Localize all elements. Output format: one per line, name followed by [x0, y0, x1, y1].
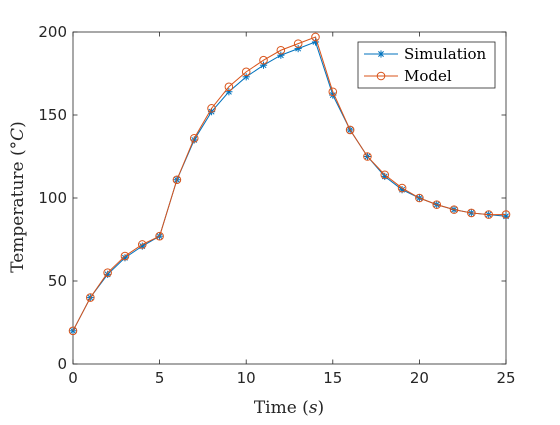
series-model: [68, 32, 511, 336]
y-tick-label: 100: [38, 189, 67, 207]
data-point-simulation: [259, 61, 268, 69]
legend-label-simulation: Simulation: [404, 45, 487, 63]
legend: Simulation Model: [357, 41, 496, 89]
data-point-model: [501, 210, 511, 219]
data-point-model: [241, 67, 251, 77]
legend-label-model: Model: [404, 67, 452, 85]
data-point-model: [68, 326, 78, 336]
data-point-model: [484, 210, 493, 219]
y-axis: 0 50 100 150 200: [38, 23, 506, 373]
y-tick-label: 200: [38, 23, 67, 41]
data-point-model: [467, 208, 476, 218]
y-tick-label: 150: [38, 106, 67, 124]
y-axis-label: Temperature (°C): [8, 121, 28, 273]
series-layer: [68, 32, 511, 336]
data-point-model: [103, 268, 112, 278]
x-tick-label: 20: [410, 369, 429, 387]
x-tick-label: 0: [68, 369, 78, 387]
data-point-model: [345, 125, 355, 135]
data-point-model: [328, 87, 338, 97]
data-point-model: [189, 133, 199, 143]
legend-marker-model: [376, 71, 386, 81]
data-point-model: [432, 200, 442, 209]
data-point-model: [120, 251, 130, 261]
x-tick-label: 15: [323, 369, 342, 387]
data-point-model: [415, 193, 424, 203]
legend-marker-symbol: [377, 50, 385, 58]
y-tick-label: 0: [57, 355, 67, 373]
x-tick-label: 5: [155, 369, 165, 387]
data-point-model: [276, 45, 286, 55]
data-point-model: [311, 32, 320, 42]
data-point-model: [449, 205, 459, 214]
data-point-model: [224, 82, 234, 92]
legend-marker-symbol: [376, 71, 386, 81]
x-axis-label: Time (s): [254, 398, 324, 418]
data-point-model: [137, 240, 147, 249]
x-axis: 0 5 10 15 20 25: [68, 32, 516, 387]
data-point-model: [259, 55, 268, 65]
y-tick-label: 50: [48, 272, 67, 290]
data-point-model: [207, 104, 216, 113]
data-point-model: [172, 175, 182, 185]
series-line-model: [72, 36, 506, 332]
x-tick-label: 25: [496, 369, 515, 387]
data-point-model: [380, 170, 390, 180]
data-point-model: [397, 183, 407, 193]
legend-marker-simulation: [377, 50, 385, 58]
data-point-model: [86, 293, 95, 302]
data-point-model: [293, 39, 303, 48]
data-point-model: [363, 152, 372, 161]
x-tick-label: 10: [237, 369, 256, 387]
legend-box: [357, 41, 496, 89]
data-point-model: [155, 231, 164, 241]
